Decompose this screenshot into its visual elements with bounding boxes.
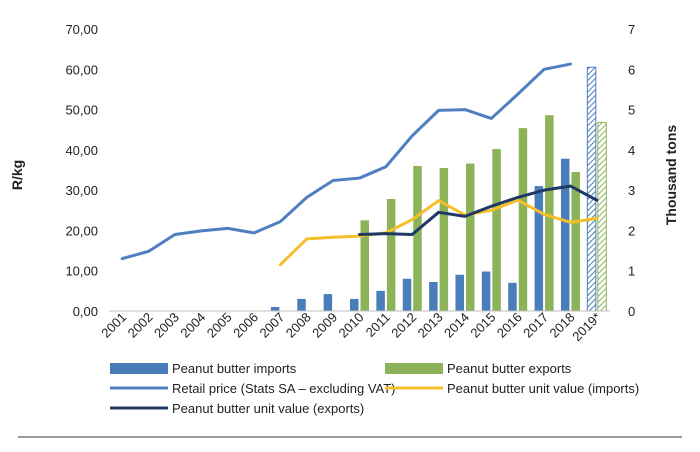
bar-imports-7 <box>297 299 306 311</box>
bar-exports-14 <box>492 149 501 311</box>
x-tick-label-13: 2014 <box>441 310 472 341</box>
x-tick-label-1: 2002 <box>125 310 156 341</box>
x-tick-label-18: 2019* <box>569 310 604 345</box>
left-axis-ticks: 0,00 10,00 20,00 30,00 40,00 50,00 60,00 70,00 <box>65 22 98 319</box>
right-tick-label-7: 7 <box>628 22 635 37</box>
right-tick-label-3: 3 <box>628 183 635 198</box>
legend-swatch-0 <box>110 363 168 374</box>
left-tick-label-0: 0,00 <box>73 304 98 319</box>
x-tick-label-12: 2013 <box>415 310 446 341</box>
y-axis-title-right: Thousand tons <box>663 125 679 226</box>
bar-imports-17 <box>561 159 570 311</box>
bar-imports-8 <box>324 294 333 311</box>
bar-imports-10 <box>376 291 385 311</box>
x-tick-label-5: 2006 <box>230 310 261 341</box>
bar-exports-12 <box>440 168 449 311</box>
legend-label-2: Retail price (Stats SA – excluding VAT) <box>172 381 396 396</box>
bar-exports-18 <box>598 122 607 311</box>
left-tick-label-2: 20,00 <box>65 223 98 238</box>
y-axis-title-left: R/kg <box>9 160 25 190</box>
legend-label-3: Peanut butter unit value (imports) <box>447 381 639 396</box>
line-series-2-seg-0 <box>122 64 570 259</box>
x-tick-label-0: 2001 <box>98 310 129 341</box>
right-tick-label-0: 0 <box>628 304 635 319</box>
right-axis-ticks: 0 1 2 3 4 5 6 7 <box>628 22 635 319</box>
bar-exports-11 <box>413 166 422 311</box>
right-tick-label-1: 1 <box>628 264 635 279</box>
right-tick-label-5: 5 <box>628 103 635 118</box>
right-tick-label-6: 6 <box>628 62 635 77</box>
right-tick-label-2: 2 <box>628 223 635 238</box>
bar-exports-16 <box>545 115 554 311</box>
x-axis-ticks: 2001200220032004200520062007200820092010… <box>98 310 604 345</box>
bar-imports-12 <box>429 282 438 311</box>
left-tick-label-5: 50,00 <box>65 103 98 118</box>
bar-exports-10 <box>387 199 396 311</box>
bar-imports-18 <box>587 67 596 311</box>
x-tick-label-7: 2008 <box>283 310 314 341</box>
bar-imports-13 <box>455 275 464 311</box>
x-tick-label-6: 2007 <box>256 310 287 341</box>
right-tick-label-4: 4 <box>628 143 635 158</box>
bar-imports-11 <box>403 279 412 311</box>
x-tick-label-15: 2016 <box>494 310 525 341</box>
legend-label-4: Peanut butter unit value (exports) <box>172 401 364 416</box>
x-tick-label-9: 2010 <box>336 310 367 341</box>
left-tick-label-3: 30,00 <box>65 183 98 198</box>
bar-imports-15 <box>508 283 516 311</box>
x-tick-label-3: 2004 <box>177 310 208 341</box>
x-tick-label-2: 2003 <box>151 310 182 341</box>
legend-swatch-1 <box>385 363 443 374</box>
bar-exports-17 <box>571 172 580 311</box>
bar-imports-14 <box>482 272 491 311</box>
left-tick-label-1: 10,00 <box>65 264 98 279</box>
x-tick-label-8: 2009 <box>309 310 340 341</box>
bar-imports-9 <box>350 299 359 311</box>
x-tick-label-4: 2005 <box>204 310 235 341</box>
bar-imports-16 <box>535 186 544 311</box>
legend-label-1: Peanut butter exports <box>447 361 572 376</box>
x-tick-label-16: 2017 <box>520 310 551 341</box>
left-tick-label-7: 70,00 <box>65 22 98 37</box>
x-tick-label-14: 2015 <box>467 310 498 341</box>
legend-label-0: Peanut butter imports <box>172 361 297 376</box>
x-tick-label-11: 2012 <box>388 310 419 341</box>
left-tick-label-6: 60,00 <box>65 62 98 77</box>
bar-exports-13 <box>466 164 475 311</box>
bar-exports-15 <box>519 128 528 311</box>
x-tick-label-10: 2011 <box>363 310 393 340</box>
legend: Peanut butter imports Peanut butter expor… <box>110 361 639 416</box>
left-tick-label-4: 40,00 <box>65 143 98 158</box>
